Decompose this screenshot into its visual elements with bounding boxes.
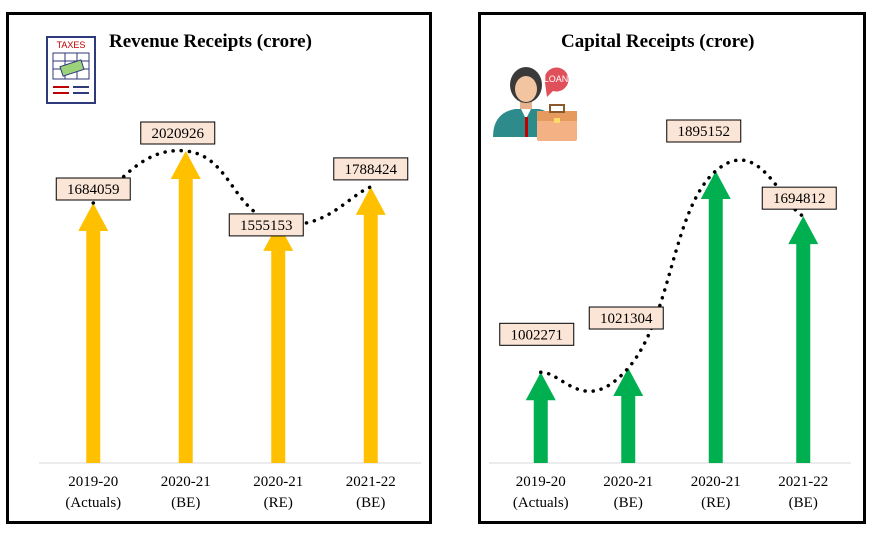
x-tick-label: (Actuals) xyxy=(65,495,121,511)
data-label-box xyxy=(761,186,837,210)
data-label-box xyxy=(499,322,575,346)
bar-arrow-head xyxy=(263,222,294,251)
data-label-box xyxy=(666,119,742,143)
data-label: 1694812 xyxy=(773,191,826,207)
chart-title: Revenue Receipts (crore) xyxy=(109,31,312,52)
bar-arrow-shaft xyxy=(178,178,193,463)
trend-line xyxy=(91,148,373,227)
bar-arrow-shaft xyxy=(363,213,378,463)
bar-arrow-shaft xyxy=(621,395,636,463)
x-tick-label: 2020-21 xyxy=(161,474,211,490)
x-tick-label: 2021-22 xyxy=(346,474,396,490)
bar-arrow-head xyxy=(355,186,386,215)
x-tick-label: 2021-22 xyxy=(778,474,828,490)
data-label: 1021304 xyxy=(600,311,653,327)
x-tick-label: 2020-21 xyxy=(603,474,653,490)
data-label-box xyxy=(588,306,664,330)
bar-arrow-head xyxy=(700,171,731,199)
bar-arrow-head xyxy=(170,151,201,179)
data-label: 2020926 xyxy=(152,126,205,142)
bar-arrow-shaft xyxy=(271,249,286,463)
bar-arrow-shaft xyxy=(708,198,723,463)
x-tick-label: (BE) xyxy=(171,495,200,511)
data-label-box xyxy=(55,177,131,201)
chart-title: Capital Receipts (crore) xyxy=(561,31,755,52)
x-tick-label: (BE) xyxy=(356,495,385,511)
x-tick-label: 2019-20 xyxy=(516,474,566,490)
svg-text:LOAN: LOAN xyxy=(544,74,569,84)
x-tick-label: (Actuals) xyxy=(513,495,569,511)
bar-arrow-shaft xyxy=(533,399,548,463)
data-label: 1895152 xyxy=(678,124,731,140)
data-label-box xyxy=(228,213,304,237)
svg-text:TAXES: TAXES xyxy=(57,40,86,50)
x-tick-label: 2019-20 xyxy=(68,474,118,490)
data-label: 1555153 xyxy=(240,218,293,234)
bar-arrow-head xyxy=(78,203,109,232)
bar-arrow-head xyxy=(525,372,556,401)
data-label-box xyxy=(140,121,216,145)
bar-arrow-shaft xyxy=(86,230,101,463)
revenue-chart-canvas: TAXES 2019-20 (Actuals) 2020-21 (BE) 2020-21… xyxy=(39,36,421,511)
x-tick-label: (BE) xyxy=(789,495,818,511)
data-label: 1788424 xyxy=(345,162,398,178)
bar-arrow-head xyxy=(613,368,644,397)
data-label-box xyxy=(333,157,409,181)
x-tick-label: 2020-21 xyxy=(253,474,303,490)
taxes-document-icon: TAXES xyxy=(46,36,96,104)
x-tick-label: (RE) xyxy=(701,495,730,511)
capital-receipts-chart: Capital Receipts (crore) LOAN 2019-20 (Ac… xyxy=(478,12,866,524)
x-tick-label: (BE) xyxy=(614,495,643,511)
x-tick-label: 2020-21 xyxy=(691,474,741,490)
data-label: 1002271 xyxy=(511,327,564,343)
capital-chart-canvas: LOAN 2019-20 (Actuals) 2020-21 (BE) 2020-21 (… xyxy=(489,67,851,511)
x-tick-label: (RE) xyxy=(264,495,293,511)
trend-line xyxy=(539,158,805,394)
loan-businesswoman-icon: LOAN xyxy=(493,67,577,141)
revenue-receipts-chart: Revenue Receipts (crore) TAXES 2019-20 (A… xyxy=(6,12,432,524)
bar-arrow-shaft xyxy=(796,243,811,463)
bar-arrow-head xyxy=(788,216,819,245)
data-label: 1684059 xyxy=(67,182,120,198)
